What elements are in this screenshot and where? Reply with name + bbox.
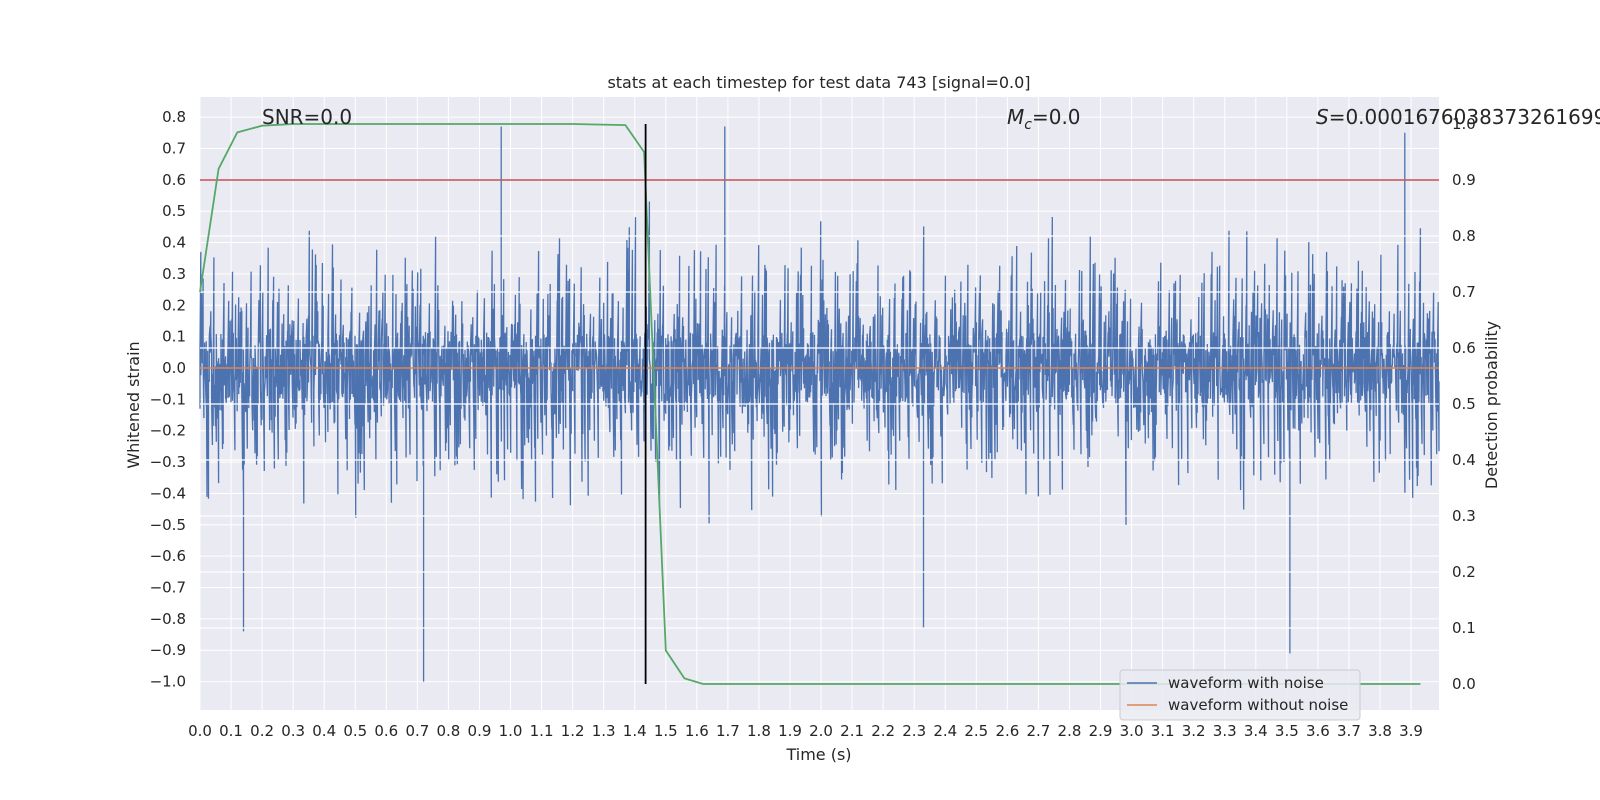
y-tick-label: 0.6: [162, 171, 186, 189]
y2-tick-label: 0.6: [1452, 339, 1476, 357]
x-tick-label: 0.9: [468, 722, 492, 740]
y2-tick-label: 0.3: [1452, 507, 1476, 525]
y2-tick-label: 0.8: [1452, 227, 1476, 245]
series-waveform-with-noise: [199, 126, 1440, 682]
y-tick-label: 0.4: [162, 234, 186, 252]
s-value: =0.00016760383732616997: [1329, 105, 1600, 129]
chart-title: stats at each timestep for test data 743…: [607, 73, 1030, 92]
y2-tick-label: 0.5: [1452, 395, 1476, 413]
y-tick-label: −0.4: [150, 484, 186, 502]
y2-tick-label: 0.2: [1452, 563, 1476, 581]
y-tick-label: −0.2: [150, 422, 186, 440]
x-tick-label: 0.6: [374, 722, 398, 740]
x-tick-label: 1.3: [592, 722, 616, 740]
x-axis-ticks: 0.0 0.1 0.2 0.3 0.4 0.5 0.6 0.7 0.8 0.9 1.0 1.1 1.2 1…: [188, 722, 1423, 740]
y-axis-label: Whitened strain: [124, 341, 143, 468]
x-tick-label: 3.9: [1399, 722, 1423, 740]
y-tick-label: −0.5: [150, 516, 186, 534]
x-tick-label: 3.5: [1275, 722, 1299, 740]
mc-symbol: M: [1007, 105, 1024, 129]
y-tick-label: −0.7: [150, 579, 186, 597]
x-tick-label: 2.6: [995, 722, 1019, 740]
x-tick-label: 0.2: [250, 722, 274, 740]
x-tick-label: 3.0: [1120, 722, 1144, 740]
overlay: [199, 123, 1439, 685]
legend-box: [1119, 669, 1361, 721]
waveform-with-noise-line: [199, 126, 1440, 682]
x-tick-label: 0.7: [405, 722, 429, 740]
x-tick-label: 1.6: [685, 722, 709, 740]
y2-axis-label: Detection probability: [1482, 321, 1501, 489]
legend-flat-label: waveform without noise: [1168, 696, 1348, 714]
x-tick-label: 2.1: [840, 722, 864, 740]
y-tick-label: 0.0: [162, 359, 186, 377]
y2-axis-ticks: 1.0 0.9 0.8 0.7 0.6 0.5 0.4 0.3 0.2 0.1 0.0: [1452, 115, 1476, 693]
x-tick-label: 3.3: [1213, 722, 1237, 740]
x-tick-label: 2.7: [1026, 722, 1050, 740]
x-tick-label: 1.4: [623, 722, 647, 740]
y-tick-label: −1.0: [150, 673, 186, 691]
x-tick-label: 1.1: [530, 722, 554, 740]
y2-tick-label: 1.0: [1452, 115, 1476, 133]
x-tick-label: 0.5: [343, 722, 367, 740]
y-tick-label: −0.3: [150, 453, 186, 471]
x-tick-label: 0.8: [436, 722, 460, 740]
x-tick-label: 1.7: [716, 722, 740, 740]
x-tick-label: 1.2: [561, 722, 585, 740]
x-tick-label: 3.6: [1306, 722, 1330, 740]
y-tick-label: 0.8: [162, 108, 186, 126]
s-annotation: S=0.00016760383732616997: [1316, 105, 1600, 129]
x-tick-label: 2.4: [933, 722, 957, 740]
x-tick-label: 2.2: [871, 722, 895, 740]
x-tick-label: 0.1: [219, 722, 243, 740]
x-tick-label: 2.0: [809, 722, 833, 740]
x-axis-label: Time (s): [785, 745, 851, 764]
y2-tick-label: 0.9: [1452, 171, 1476, 189]
y2-tick-label: 0.0: [1452, 675, 1476, 693]
x-tick-label: 3.7: [1337, 722, 1361, 740]
y2-tick-label: 0.1: [1452, 619, 1476, 637]
x-tick-label: 2.8: [1058, 722, 1082, 740]
x-tick-label: 0.4: [312, 722, 336, 740]
y-tick-label: −0.9: [150, 641, 186, 659]
x-tick-label: 1.9: [778, 722, 802, 740]
x-tick-label: 1.8: [747, 722, 771, 740]
x-tick-label: 1.5: [654, 722, 678, 740]
y2-tick-label: 0.4: [1452, 451, 1476, 469]
y-tick-label: −0.8: [150, 610, 186, 628]
y-tick-label: −0.6: [150, 547, 186, 565]
x-tick-label: 1.0: [499, 722, 523, 740]
x-tick-label: 0.0: [188, 722, 212, 740]
legend: waveform with noise waveform without noi…: [1119, 669, 1361, 721]
y2-grid: [200, 179, 1439, 629]
y-tick-label: 0.3: [162, 265, 186, 283]
mc-subscript: c: [1024, 117, 1032, 133]
x-tick-label: 2.5: [964, 722, 988, 740]
y-tick-label: 0.2: [162, 296, 186, 314]
y2-tick-label: 0.7: [1452, 283, 1476, 301]
y-tick-label: 0.1: [162, 328, 186, 346]
x-tick-label: 2.3: [902, 722, 926, 740]
x-tick-label: 2.9: [1089, 722, 1113, 740]
mc-value: =0.0: [1032, 105, 1081, 129]
y-tick-label: −0.1: [150, 390, 186, 408]
legend-noise-label: waveform with noise: [1168, 674, 1324, 692]
y-axis-ticks: 0.8 0.7 0.6 0.5 0.4 0.3 0.2 0.1 0.0 −0.1 −0.2 −0.3 −…: [150, 108, 186, 690]
s-symbol: S: [1316, 105, 1329, 129]
x-tick-label: 3.4: [1244, 722, 1268, 740]
y-tick-label: 0.5: [162, 202, 186, 220]
x-tick-label: 3.1: [1151, 722, 1175, 740]
y-tick-label: 0.7: [162, 139, 186, 157]
chirp-mass-annotation: Mc=0.0: [1007, 105, 1081, 133]
snr-annotation: SNR=0.0: [262, 105, 352, 129]
detection-probability-line: [199, 123, 1421, 685]
x-tick-label: 3.8: [1368, 722, 1392, 740]
x-tick-label: 0.3: [281, 722, 305, 740]
x-tick-label: 3.2: [1182, 722, 1206, 740]
